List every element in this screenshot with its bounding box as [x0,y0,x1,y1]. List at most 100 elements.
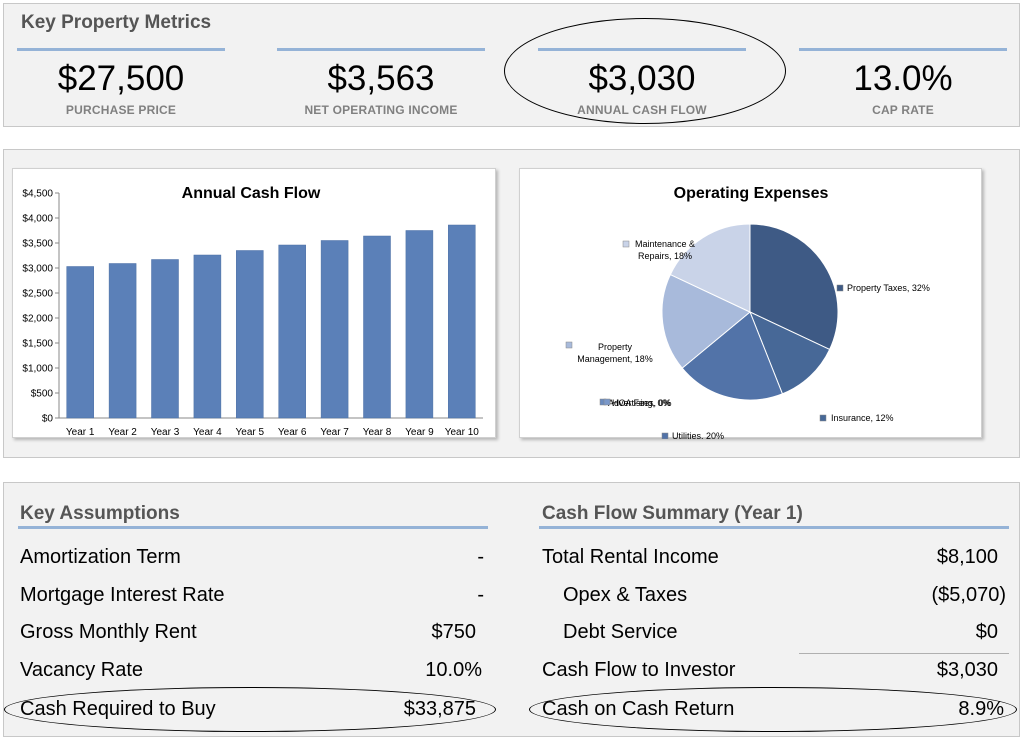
pie-data-label: Insurance, 12% [831,413,894,423]
y-tick-label: $4,000 [22,214,53,225]
y-tick-label: $3,000 [22,264,53,275]
pie-slice [749,311,831,395]
annual-cash-flow-chart: Annual Cash Flow $0 $500 $1,000 $1,500 $2,000… [12,168,496,438]
cash-flow-summary-title: Cash Flow Summary (Year 1) [542,503,803,524]
pie-label-swatch [565,341,573,349]
subtotal-rule [799,653,1009,654]
pie-data-label: HOA Fees, 0% [612,398,672,408]
assumption-row: Mortgage Interest Rate - [20,583,484,607]
assumption-row: Amortization Term - [20,545,484,569]
assumption-label: Vacancy Rate [20,659,144,681]
metric-value: $3,563 [327,59,435,98]
summary-row: Opex & Taxes ($5,070) [563,583,1006,607]
bar [151,259,179,419]
metric-label: CAP RATE [872,103,934,117]
metric-accent-bar [17,48,225,51]
metric-value: 13.0% [853,59,953,98]
x-tick-label: Year 9 [405,427,434,438]
summary-label: Debt Service [563,621,678,643]
bar-chart-svg: Annual Cash Flow $0 $500 $1,000 $1,500 $2,000… [22,185,483,438]
pie-chart-svg: Operating Expenses Property Taxes, 32% Ins… [565,185,930,441]
chart-title: Operating Expenses [674,185,829,202]
x-tick-label: Year 7 [320,427,349,438]
assumption-value: - [477,546,484,568]
pie-data-label: Advertising, 0% [608,398,671,408]
y-tick-label: $1,500 [22,339,53,350]
summary-label: Opex & Taxes [563,584,688,606]
pie-slice [681,311,784,401]
charts-panel: Annual Cash Flow $0 $500 $1,000 $1,500 $2,000… [3,149,1020,458]
chart-title: Annual Cash Flow [182,185,321,202]
y-tick-label: $3,500 [22,239,53,250]
x-tick-label: Year 2 [108,427,137,438]
summary-row: Cash Flow to Investor $3,030 [542,658,998,682]
bar [320,240,349,419]
metrics-title: Key Property Metrics [21,12,212,33]
pie-label-swatch [603,398,611,406]
y-tick-label: $1,000 [22,364,53,375]
operating-expenses-chart: Operating Expenses Property Taxes, 32% Ins… [519,168,982,441]
metric-label: NET OPERATING INCOME [304,103,458,117]
metric-accent-bar [799,48,1007,51]
pie-data-label: Property Taxes, 32% [847,283,930,293]
cash-flow-summary-rule [539,526,1009,529]
key-assumptions-title: Key Assumptions [20,503,180,524]
assumption-row: Vacancy Rate 10.0% [20,658,482,682]
metric-purchase-price: $27,500 PURCHASE PRICE [17,48,225,117]
summary-row: Debt Service $0 [563,620,998,644]
summary-value: $8,100 [936,546,998,568]
bar [448,224,476,419]
highlight-oval-cash-on-cash [529,687,1017,732]
highlight-oval-cash-required [4,687,496,732]
metric-cap-rate: 13.0% CAP RATE [799,48,1007,117]
x-tick-label: Year 6 [278,427,307,438]
bar [278,244,306,419]
x-tick-label: Year 8 [363,427,392,438]
summary-label: Cash Flow to Investor [542,659,736,681]
assumption-row: Gross Monthly Rent $750 [20,620,476,644]
pie-label-swatch [661,432,669,440]
y-tick-label: $4,500 [22,189,53,200]
x-tick-label: Year 3 [151,427,180,438]
x-tick-label: Year 5 [236,427,265,438]
pie-slice [661,273,751,369]
assumption-value: $750 [431,621,477,643]
assumption-label: Amortization Term [20,546,181,568]
highlight-oval-annual-cash-flow [504,18,786,124]
pie-data-label: Utilities, 20% [672,431,724,439]
pie-data-label: Repairs, 18% [638,251,692,261]
bar [193,254,222,419]
bar [108,263,137,419]
y-tick-label: $0 [42,414,54,425]
assumptions-summary-panel: Key Assumptions Amortization Term - Mort… [3,482,1020,737]
metric-accent-bar [277,48,485,51]
assumption-label: Mortgage Interest Rate [20,584,225,606]
pie-label-swatch [819,414,827,422]
y-tick-label: $2,500 [22,289,53,300]
pie-slice [749,223,839,351]
pie-data-label: Management, 18% [577,354,653,364]
pie-label-swatch [622,240,630,248]
bar [405,230,434,419]
x-tick-label: Year 10 [445,427,480,438]
y-tick-label: $2,000 [22,314,53,325]
x-tick-label: Year 4 [193,427,222,438]
pie-label-swatch [836,284,844,292]
summary-value: $3,030 [936,659,998,681]
summary-row: Total Rental Income $8,100 [542,545,998,569]
metric-net-operating-income: $3,563 NET OPERATING INCOME [277,48,485,117]
pie-data-label: Maintenance & [635,239,695,249]
summary-label: Total Rental Income [542,546,719,568]
pie-data-label: Property [598,342,633,352]
assumption-value: 10.0% [425,659,482,681]
pie-slice [669,223,751,313]
bar [236,250,264,419]
metric-label: PURCHASE PRICE [65,103,177,117]
summary-value: $0 [975,621,998,643]
summary-value: ($5,070) [931,584,1007,606]
assumption-value: - [477,584,484,606]
bar [66,266,94,419]
y-tick-label: $500 [31,389,54,400]
key-assumptions-rule [18,526,488,529]
assumption-label: Gross Monthly Rent [20,621,197,643]
